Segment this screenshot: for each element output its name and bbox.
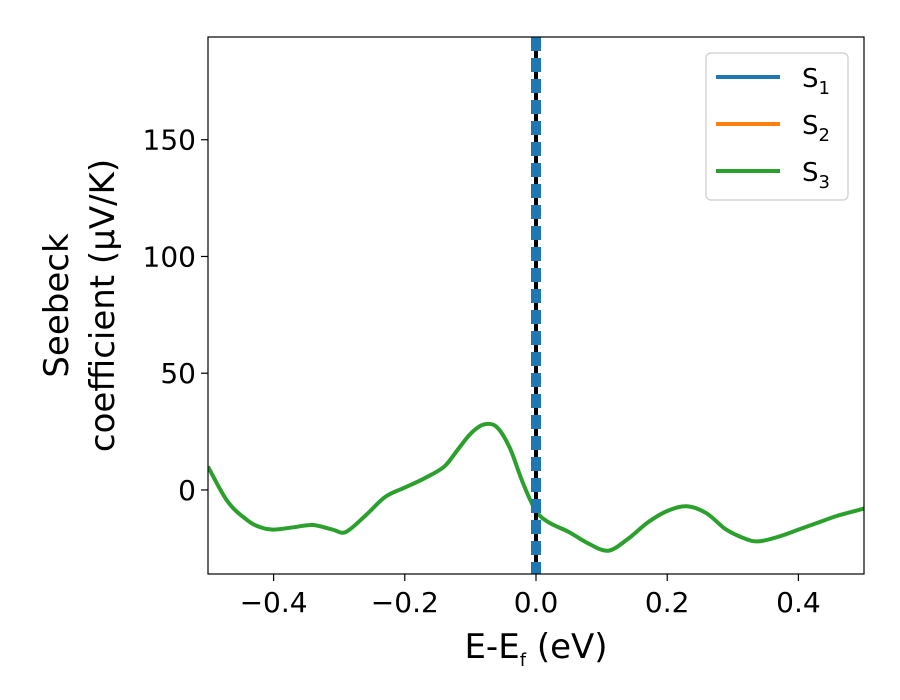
y-tick-label-1: 50: [160, 357, 196, 390]
x-tick-label-1: −0.2: [371, 586, 439, 619]
legend-label-s1: S1: [802, 64, 830, 99]
y-tick-label-3: 150: [143, 124, 196, 157]
y-tick-label-0: 0: [178, 474, 196, 507]
plot-area: [208, 37, 864, 574]
y-axis-label-line2: coefficient (μV/K): [83, 159, 123, 452]
x-axis-label: E-Ef (eV): [464, 627, 607, 671]
legend-label-s2: S2: [802, 111, 830, 146]
x-tick-label-4: 0.4: [776, 586, 821, 619]
axes: −0.4 −0.2 0.0 0.2 0.4 0 50 100 150: [143, 36, 865, 619]
legend-frame: [705, 52, 849, 201]
x-tick-label-2: 0.0: [514, 586, 559, 619]
y-axis-label-line1: Seebeck: [37, 233, 77, 378]
legend-label-s3: S3: [802, 158, 830, 193]
x-tick-label-3: 0.2: [645, 586, 690, 619]
legend: S1 S2 S3: [705, 52, 849, 201]
x-tick-label-0: −0.4: [240, 586, 308, 619]
series-line-s3: [208, 421, 864, 553]
y-tick-label-2: 100: [143, 240, 196, 273]
y-axis-label-line2-text: coefficient (μV/K): [83, 159, 123, 452]
plot-lines: [208, 37, 864, 574]
y-axis-label: Seebeck: [37, 233, 77, 378]
